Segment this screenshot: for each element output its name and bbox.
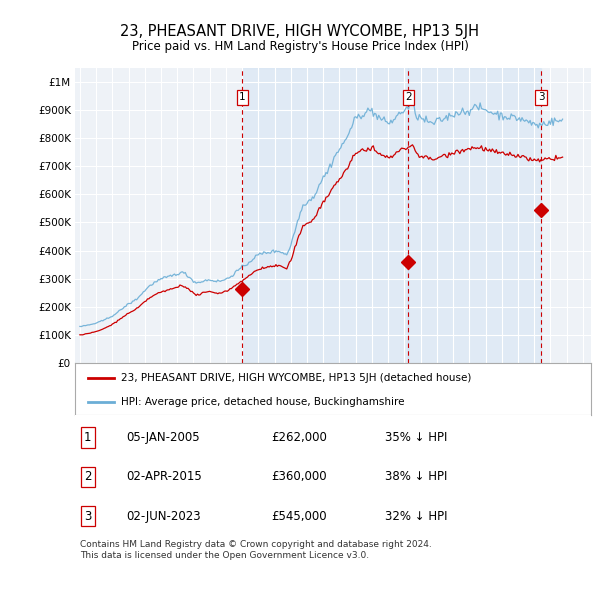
- Bar: [242, 68, 409, 363]
- Text: 02-APR-2015: 02-APR-2015: [127, 470, 202, 483]
- Text: 05-JAN-2005: 05-JAN-2005: [127, 431, 200, 444]
- Text: 35% ↓ HPI: 35% ↓ HPI: [385, 431, 447, 444]
- Text: 1: 1: [84, 431, 92, 444]
- Text: 1: 1: [239, 93, 246, 103]
- Text: 23, PHEASANT DRIVE, HIGH WYCOMBE, HP13 5JH (detached house): 23, PHEASANT DRIVE, HIGH WYCOMBE, HP13 5…: [121, 373, 472, 383]
- Text: £360,000: £360,000: [271, 470, 327, 483]
- Text: £545,000: £545,000: [271, 510, 327, 523]
- Text: 02-JUN-2023: 02-JUN-2023: [127, 510, 201, 523]
- Text: Price paid vs. HM Land Registry's House Price Index (HPI): Price paid vs. HM Land Registry's House …: [131, 40, 469, 53]
- Text: 3: 3: [538, 93, 544, 103]
- Text: 2: 2: [84, 470, 92, 483]
- Text: 23, PHEASANT DRIVE, HIGH WYCOMBE, HP13 5JH: 23, PHEASANT DRIVE, HIGH WYCOMBE, HP13 5…: [121, 24, 479, 38]
- Text: 2: 2: [405, 93, 412, 103]
- Text: 3: 3: [84, 510, 92, 523]
- Bar: [409, 68, 541, 363]
- Text: £262,000: £262,000: [271, 431, 327, 444]
- Text: Contains HM Land Registry data © Crown copyright and database right 2024.
This d: Contains HM Land Registry data © Crown c…: [80, 540, 432, 559]
- Text: 38% ↓ HPI: 38% ↓ HPI: [385, 470, 447, 483]
- Text: HPI: Average price, detached house, Buckinghamshire: HPI: Average price, detached house, Buck…: [121, 397, 405, 407]
- Text: 32% ↓ HPI: 32% ↓ HPI: [385, 510, 447, 523]
